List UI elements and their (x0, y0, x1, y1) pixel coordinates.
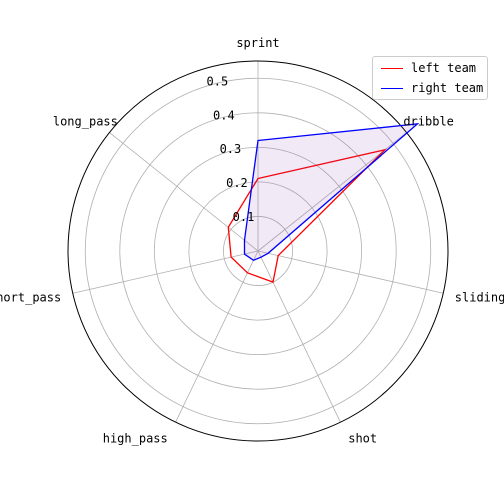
r-tick-label-3: 0.4 (213, 108, 235, 122)
r-tick-label-4: 0.5 (207, 74, 229, 88)
category-label-dribble: dribble (403, 114, 454, 128)
legend-swatch-left-team (381, 67, 403, 69)
legend-item-right-team: right team (381, 81, 483, 95)
r-tick-label-0: 0.1 (233, 210, 255, 224)
legend-label-left-team: left team (411, 61, 477, 75)
category-label-sliding: sliding (455, 290, 504, 304)
category-label-short_pass: short_pass (0, 290, 61, 304)
radar-grid (67, 60, 449, 442)
spoke-long_pass (109, 132, 259, 252)
category-label-high_pass: high_pass (103, 431, 168, 445)
series-line-right-team (243, 123, 420, 262)
radar-series (227, 123, 420, 283)
spoke-short_pass (72, 250, 259, 294)
spoke-high_pass (175, 250, 259, 423)
radar-labels: 0.1 0.2 0.3 0.4 0.5 sprint dribble sliding shot h… (0, 36, 504, 445)
spoke-shot (257, 250, 341, 423)
category-label-long_pass: long_pass (53, 114, 118, 128)
polar-frame (67, 60, 449, 442)
legend: left team right team (372, 56, 488, 100)
r-tick-label-2: 0.3 (220, 142, 242, 156)
spoke-sliding (257, 250, 444, 294)
category-label-sprint: sprint (236, 36, 279, 50)
legend-label-right-team: right team (411, 81, 484, 95)
r-tick-label-1: 0.2 (226, 176, 248, 190)
legend-swatch-right-team (381, 87, 403, 89)
category-label-shot: shot (348, 431, 377, 445)
legend-item-left-team: left team (381, 61, 476, 75)
